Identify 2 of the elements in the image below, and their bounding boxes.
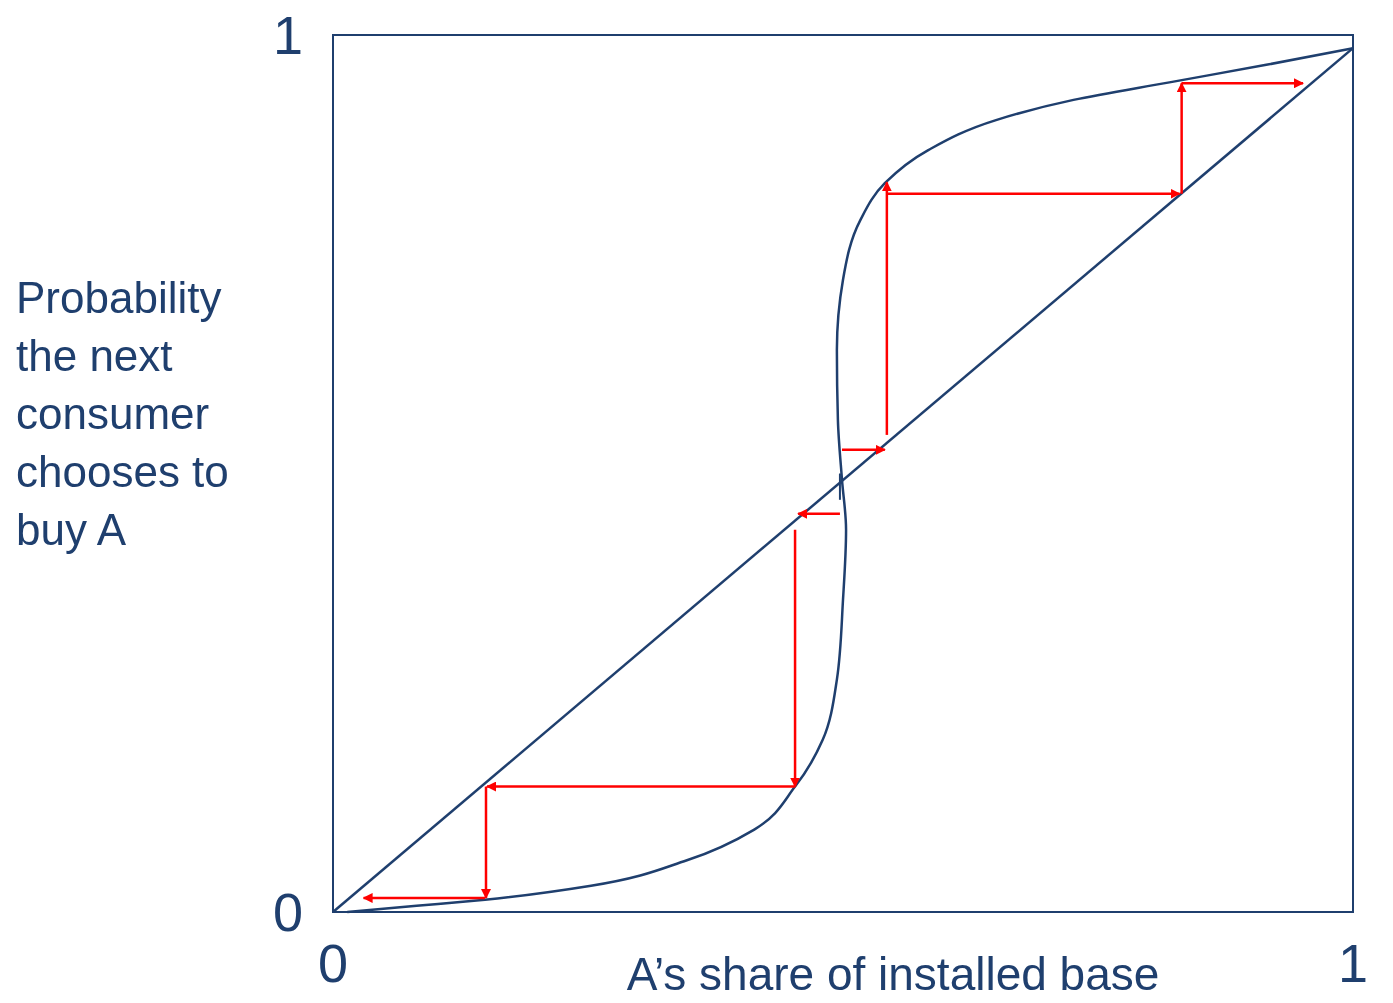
x-axis-title: A’s share of installed base <box>626 948 1160 1000</box>
y-axis-title: Probability the next consumer chooses to buy A <box>16 273 229 554</box>
